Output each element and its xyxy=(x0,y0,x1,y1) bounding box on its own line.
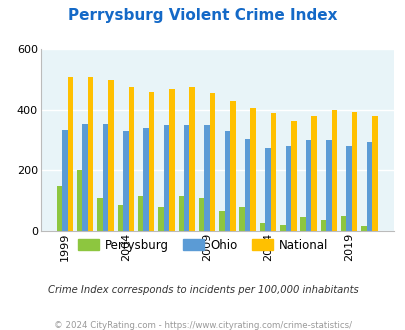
Bar xyxy=(88,77,93,231)
Bar xyxy=(230,101,235,231)
Bar xyxy=(189,87,194,231)
Bar xyxy=(270,113,275,231)
Bar xyxy=(239,207,244,231)
Bar xyxy=(244,139,250,231)
Bar xyxy=(219,211,224,231)
Bar xyxy=(311,116,316,231)
Bar xyxy=(117,205,123,231)
Legend: Perrysburg, Ohio, National: Perrysburg, Ohio, National xyxy=(73,234,332,256)
Bar xyxy=(169,89,174,231)
Bar xyxy=(250,109,255,231)
Bar xyxy=(340,216,345,231)
Text: © 2024 CityRating.com - https://www.cityrating.com/crime-statistics/: © 2024 CityRating.com - https://www.city… xyxy=(54,321,351,330)
Bar xyxy=(290,120,296,231)
Bar xyxy=(108,80,113,231)
Bar xyxy=(163,125,169,231)
Bar xyxy=(264,148,270,231)
Bar xyxy=(102,124,108,231)
Bar xyxy=(158,207,163,231)
Bar xyxy=(300,217,305,231)
Bar xyxy=(320,220,325,231)
Text: Crime Index corresponds to incidents per 100,000 inhabitants: Crime Index corresponds to incidents per… xyxy=(47,285,358,295)
Bar xyxy=(97,198,102,231)
Bar xyxy=(285,146,290,231)
Bar xyxy=(360,226,366,231)
Bar xyxy=(183,125,189,231)
Bar xyxy=(279,225,285,231)
Bar xyxy=(366,142,371,231)
Bar xyxy=(62,130,68,231)
Bar xyxy=(345,146,351,231)
Bar xyxy=(198,198,204,231)
Bar xyxy=(123,131,128,231)
Bar xyxy=(128,87,134,231)
Bar xyxy=(138,196,143,231)
Bar xyxy=(143,128,149,231)
Bar xyxy=(178,196,183,231)
Text: Perrysburg Violent Crime Index: Perrysburg Violent Crime Index xyxy=(68,8,337,23)
Bar xyxy=(325,140,331,231)
Bar xyxy=(68,77,73,231)
Bar xyxy=(224,131,230,231)
Bar xyxy=(209,93,215,231)
Bar xyxy=(305,140,311,231)
Bar xyxy=(57,185,62,231)
Bar xyxy=(149,92,154,231)
Bar xyxy=(331,110,336,231)
Bar xyxy=(371,116,377,231)
Bar xyxy=(77,171,82,231)
Bar xyxy=(82,124,88,231)
Bar xyxy=(259,223,264,231)
Bar xyxy=(204,125,209,231)
Bar xyxy=(351,112,356,231)
